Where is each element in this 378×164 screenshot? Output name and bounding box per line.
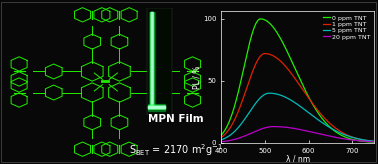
20 ppm TNT bbox=[372, 141, 376, 143]
Line: 20 ppm TNT: 20 ppm TNT bbox=[221, 127, 374, 142]
5 ppm TNT bbox=[321, 123, 326, 125]
Line: 1 ppm TNT: 1 ppm TNT bbox=[221, 54, 374, 142]
1 ppm TNT bbox=[288, 72, 293, 74]
0 ppm TNT bbox=[309, 101, 314, 103]
0 ppm TNT bbox=[258, 18, 263, 20]
Line: 5 ppm TNT: 5 ppm TNT bbox=[221, 93, 374, 141]
5 ppm TNT bbox=[309, 114, 314, 116]
1 ppm TNT bbox=[309, 101, 314, 103]
Bar bbox=[151, 12, 153, 106]
Y-axis label: PL / %: PL / % bbox=[192, 65, 201, 89]
0 ppm TNT bbox=[335, 132, 339, 133]
Bar bbox=[150, 12, 154, 106]
5 ppm TNT bbox=[258, 97, 263, 99]
20 ppm TNT bbox=[246, 133, 251, 135]
5 ppm TNT bbox=[219, 139, 223, 141]
5 ppm TNT bbox=[246, 113, 251, 115]
1 ppm TNT bbox=[321, 116, 326, 118]
20 ppm TNT bbox=[321, 134, 326, 136]
Bar bbox=[148, 106, 165, 108]
20 ppm TNT bbox=[271, 126, 276, 128]
5 ppm TNT bbox=[372, 140, 376, 142]
Text: S$_{\mathrm{BET}}$ = 2170 m$^2$g$^{-1}$: S$_{\mathrm{BET}}$ = 2170 m$^2$g$^{-1}$ bbox=[129, 142, 223, 158]
20 ppm TNT bbox=[309, 131, 314, 133]
0 ppm TNT bbox=[372, 141, 376, 143]
Text: MPN Film: MPN Film bbox=[148, 114, 204, 124]
1 ppm TNT bbox=[335, 128, 339, 130]
Legend: 0 ppm TNT, 1 ppm TNT, 5 ppm TNT, 20 ppm TNT: 0 ppm TNT, 1 ppm TNT, 5 ppm TNT, 20 ppm … bbox=[322, 15, 371, 40]
Bar bbox=[148, 105, 165, 110]
Bar bbox=[148, 104, 165, 111]
0 ppm TNT bbox=[321, 119, 326, 121]
Bar bbox=[150, 12, 153, 106]
1 ppm TNT bbox=[258, 55, 263, 57]
0 ppm TNT bbox=[246, 47, 251, 49]
5 ppm TNT bbox=[335, 130, 339, 132]
5 ppm TNT bbox=[288, 99, 293, 101]
X-axis label: λ / nm: λ / nm bbox=[286, 155, 310, 164]
20 ppm TNT bbox=[288, 127, 293, 129]
20 ppm TNT bbox=[335, 137, 339, 139]
1 ppm TNT bbox=[246, 83, 251, 85]
5 ppm TNT bbox=[267, 92, 271, 94]
20 ppm TNT bbox=[258, 128, 263, 130]
0 ppm TNT bbox=[288, 58, 293, 60]
0 ppm TNT bbox=[259, 18, 263, 20]
1 ppm TNT bbox=[372, 141, 376, 143]
0 ppm TNT bbox=[219, 134, 223, 136]
Line: 0 ppm TNT: 0 ppm TNT bbox=[221, 19, 374, 142]
Bar bbox=[149, 12, 155, 106]
20 ppm TNT bbox=[219, 141, 223, 143]
1 ppm TNT bbox=[219, 136, 223, 138]
1 ppm TNT bbox=[263, 53, 267, 55]
